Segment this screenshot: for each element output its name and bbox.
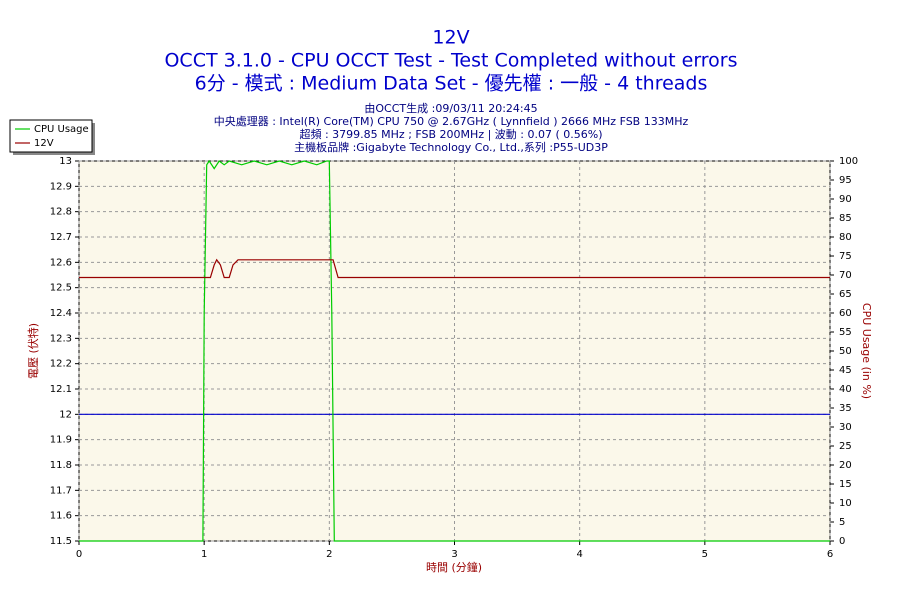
y2-tick-label: 30: [839, 422, 852, 433]
annotation: 中央處理器 : Intel(R) Core(TM) CPU 750 @ 2.67…: [214, 114, 689, 128]
y2-tick-label: 50: [839, 346, 852, 357]
legend-label: 12V: [34, 138, 54, 149]
y-tick-label: 12: [59, 409, 72, 420]
y2-tick-label: 10: [839, 498, 852, 509]
x-tick-label: 3: [451, 549, 457, 560]
y-tick-label: 12.3: [50, 333, 72, 344]
y-tick-label: 13: [59, 156, 72, 167]
y2-axis-label: CPU Usage (in %): [860, 303, 873, 399]
y-tick-label: 11.5: [50, 536, 72, 547]
y2-tick-label: 45: [839, 365, 852, 376]
y-tick-label: 12.6: [50, 257, 72, 268]
y-tick-label: 12.8: [50, 207, 72, 218]
y2-tick-label: 0: [839, 536, 845, 547]
y2-tick-label: 60: [839, 308, 852, 319]
y-tick-label: 11.6: [50, 511, 72, 522]
series-line: [79, 258, 830, 279]
chart-title: 12V: [432, 27, 469, 49]
legend: [9, 119, 93, 153]
y2-tick-label: 55: [839, 327, 852, 338]
y2-tick-label: 20: [839, 460, 852, 471]
x-axis-label: 時間 (分鐘): [426, 560, 482, 574]
y2-tick-label: 70: [839, 270, 852, 281]
y2-tick-label: 85: [839, 213, 852, 224]
y2-tick-label: 65: [839, 289, 852, 300]
y2-tick-label: 40: [839, 384, 852, 395]
annotation: 主機板品牌 :Gigabyte Technology Co., Ltd.,系列 …: [294, 140, 608, 154]
y-tick-label: 12.4: [50, 308, 72, 319]
y-axis-label: 電壓 (伏特): [26, 323, 40, 379]
x-tick-label: 6: [827, 549, 833, 560]
series-line: [79, 159, 830, 542]
y-tick-label: 11.7: [50, 485, 72, 496]
y-tick-label: 12.2: [50, 359, 72, 370]
x-tick-label: 4: [576, 549, 582, 560]
y-tick-label: 12.7: [50, 232, 72, 243]
y-tick-label: 11.8: [50, 460, 72, 471]
y-tick-label: 12.5: [50, 283, 72, 294]
x-tick-label: 2: [326, 549, 332, 560]
x-tick-label: 0: [76, 549, 82, 560]
y-tick-label: 11.9: [50, 435, 72, 446]
annotation: 由OCCT生成 :09/03/11 20:24:45: [364, 101, 537, 115]
x-tick-label: 1: [201, 549, 207, 560]
y2-tick-label: 15: [839, 479, 852, 490]
chart-subtitle: OCCT 3.1.0 - CPU OCCT Test - Test Comple…: [164, 50, 737, 72]
y2-tick-label: 100: [839, 156, 858, 167]
chart-subtitle: 6分 - 模式 : Medium Data Set - 優先權 : 一般 - 4…: [195, 73, 708, 95]
y2-tick-label: 5: [839, 517, 845, 528]
y2-tick-label: 95: [839, 175, 852, 186]
legend-label: CPU Usage: [34, 124, 89, 135]
y-tick-label: 12.1: [50, 384, 72, 395]
y2-tick-label: 75: [839, 251, 852, 262]
y2-tick-label: 25: [839, 441, 852, 452]
y2-tick-label: 35: [839, 403, 852, 414]
y2-tick-label: 80: [839, 232, 852, 243]
annotation: 超頻 : 3799.85 MHz ; FSB 200MHz | 波動 : 0.0…: [299, 127, 602, 141]
y-tick-label: 12.9: [50, 181, 72, 192]
x-tick-label: 5: [702, 549, 708, 560]
y2-tick-label: 90: [839, 194, 852, 205]
